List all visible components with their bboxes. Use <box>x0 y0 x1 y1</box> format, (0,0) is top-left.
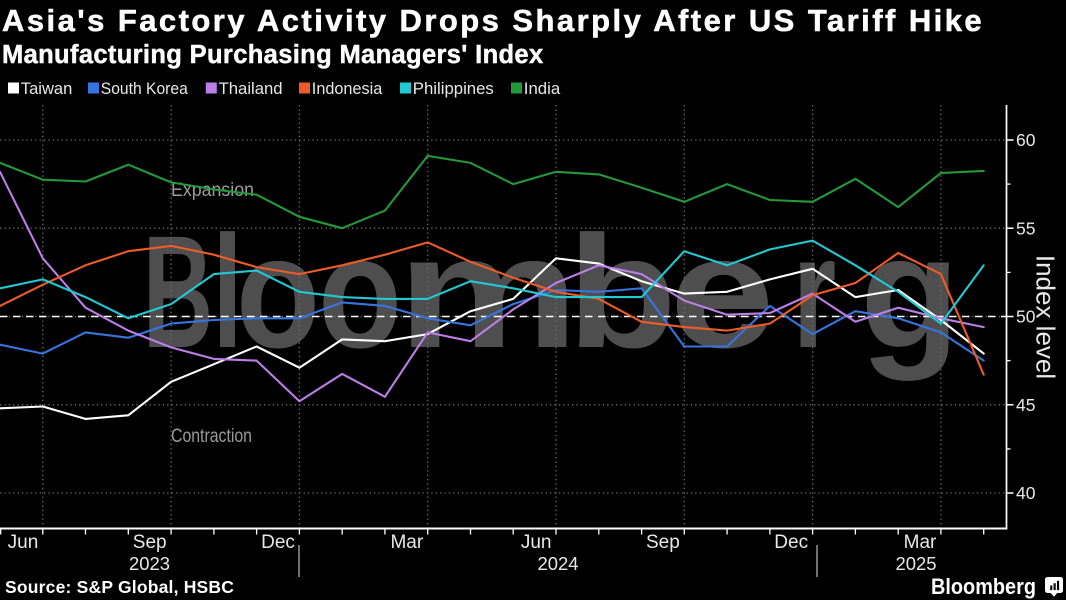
svg-text:o: o <box>318 202 402 381</box>
svg-text:South Korea: South Korea <box>101 79 188 98</box>
svg-text:Contraction: Contraction <box>171 426 252 447</box>
svg-text:45: 45 <box>1016 395 1035 415</box>
svg-text:Mar: Mar <box>904 532 937 553</box>
svg-text:Sep: Sep <box>133 532 167 553</box>
svg-text:Mar: Mar <box>390 532 423 553</box>
svg-text:Expansion: Expansion <box>171 180 254 201</box>
svg-text:Bloomberg: Bloomberg <box>931 574 1036 599</box>
svg-text:B: B <box>143 203 213 382</box>
svg-text:Philippines: Philippines <box>413 79 494 98</box>
svg-text:Dec: Dec <box>261 532 295 553</box>
svg-text:50: 50 <box>1016 307 1036 327</box>
svg-text:2024: 2024 <box>538 554 579 574</box>
svg-text:Indonesia: Indonesia <box>312 79 383 98</box>
svg-text:r: r <box>793 203 837 381</box>
svg-text:Jun: Jun <box>8 532 39 553</box>
svg-text:55: 55 <box>1016 218 1035 238</box>
svg-text:Manufacturing Purchasing Manag: Manufacturing Purchasing Managers' Index <box>2 41 544 69</box>
svg-text:India: India <box>524 79 561 98</box>
svg-text:Thailand: Thailand <box>219 79 283 98</box>
svg-text:Asia's Factory Activity Drops: Asia's Factory Activity Drops Sharply Af… <box>2 3 984 38</box>
svg-text:Dec: Dec <box>774 532 808 553</box>
svg-text:60: 60 <box>1016 130 1036 150</box>
svg-text:l: l <box>212 202 242 381</box>
svg-text:Taiwan: Taiwan <box>21 79 73 98</box>
svg-text:g: g <box>860 203 960 381</box>
svg-text:Source: S&P Global, HSBC: Source: S&P Global, HSBC <box>5 577 234 597</box>
svg-text:Index level: Index level <box>1031 255 1061 379</box>
svg-text:Sep: Sep <box>646 532 680 553</box>
svg-text:2025: 2025 <box>896 554 937 574</box>
svg-text:40: 40 <box>1016 483 1036 503</box>
svg-text:Jun: Jun <box>521 532 552 553</box>
svg-text:2023: 2023 <box>129 554 170 574</box>
